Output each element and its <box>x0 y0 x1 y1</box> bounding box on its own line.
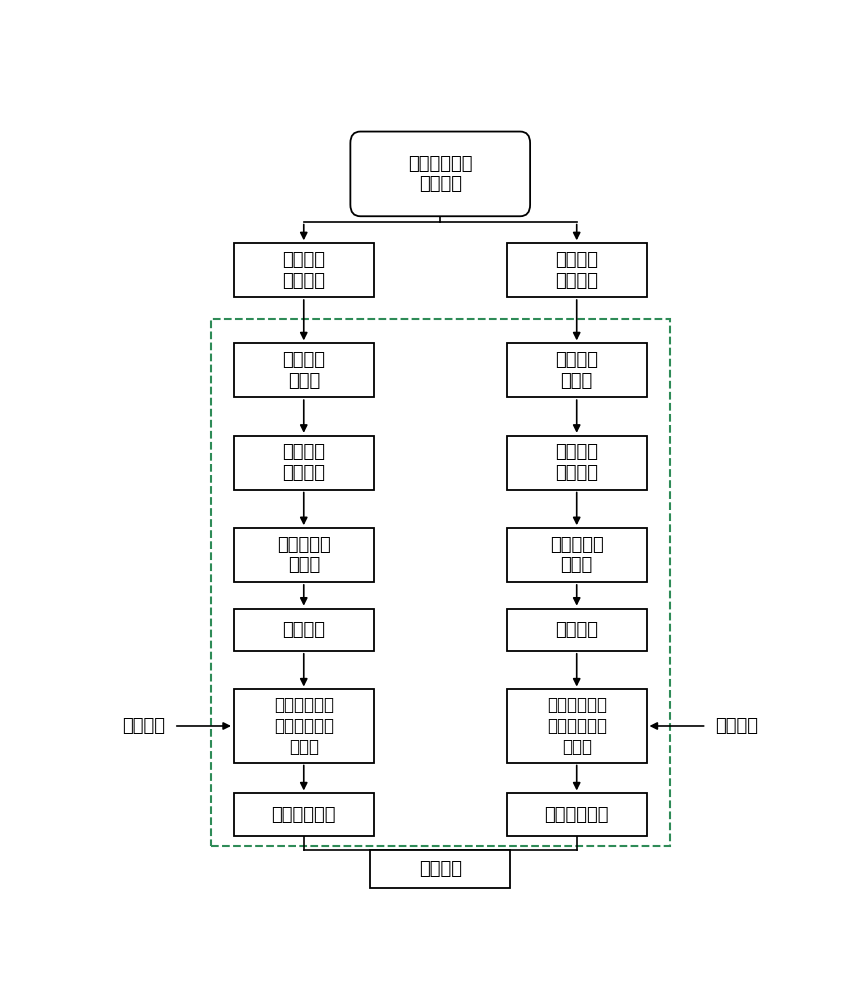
Bar <box>507 243 647 297</box>
Bar <box>507 528 647 582</box>
Text: 求取两线的
中心线: 求取两线的 中心线 <box>277 536 331 574</box>
Text: 二维激光扫描
获取数据: 二维激光扫描 获取数据 <box>408 154 472 193</box>
Text: 求取两线的
中心线: 求取两线的 中心线 <box>550 536 604 574</box>
Text: 在指定距离的
两条直线上搜
寻点对: 在指定距离的 两条直线上搜 寻点对 <box>546 696 606 756</box>
Bar <box>507 689 647 763</box>
Text: 拟合得到
两条直线: 拟合得到 两条直线 <box>283 443 326 482</box>
Text: 确定基点: 确定基点 <box>283 621 326 639</box>
Text: 点云去除
离群点: 点云去除 离群点 <box>283 351 326 390</box>
FancyBboxPatch shape <box>350 132 530 216</box>
Bar <box>370 850 510 888</box>
Bar <box>234 793 374 836</box>
Bar <box>210 319 670 846</box>
Text: 输入距离: 输入距离 <box>123 717 166 735</box>
Text: 点云去除
离群点: 点云去除 离群点 <box>555 351 598 390</box>
Bar <box>234 528 374 582</box>
Text: 垂直方向
二维点云: 垂直方向 二维点云 <box>555 251 598 290</box>
Bar <box>507 343 647 397</box>
Bar <box>234 343 374 397</box>
Text: 在指定距离的
两条直线上搜
寻点对: 在指定距离的 两条直线上搜 寻点对 <box>274 696 334 756</box>
Bar <box>234 609 374 651</box>
Text: 计算水平宽度: 计算水平宽度 <box>271 806 336 824</box>
Text: 合成窗口: 合成窗口 <box>418 860 462 878</box>
Bar <box>507 436 647 490</box>
Bar <box>234 243 374 297</box>
Text: 水平方向
二维点云: 水平方向 二维点云 <box>283 251 326 290</box>
Text: 输入距离: 输入距离 <box>715 717 758 735</box>
Bar <box>507 793 647 836</box>
Text: 计算垂直高度: 计算垂直高度 <box>545 806 609 824</box>
Text: 确定基点: 确定基点 <box>555 621 598 639</box>
Bar <box>234 436 374 490</box>
Text: 拟合得到
两条直线: 拟合得到 两条直线 <box>555 443 598 482</box>
Bar <box>507 609 647 651</box>
Bar <box>234 689 374 763</box>
